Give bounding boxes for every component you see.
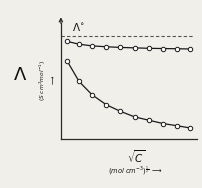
Text: $\sqrt{C}$: $\sqrt{C}$	[126, 149, 144, 165]
Text: $(S\ cm^2mol^{-1})$
$\longrightarrow$: $(S\ cm^2mol^{-1})$ $\longrightarrow$	[38, 60, 56, 102]
Text: $\Lambda$: $\Lambda$	[13, 66, 27, 84]
Text: $(mol\ cm^{-3})^{\frac{1}{2}}\ \longrightarrow$: $(mol\ cm^{-3})^{\frac{1}{2}}\ \longrigh…	[108, 165, 162, 178]
Text: $\Lambda^{\circ}$: $\Lambda^{\circ}$	[72, 21, 84, 33]
